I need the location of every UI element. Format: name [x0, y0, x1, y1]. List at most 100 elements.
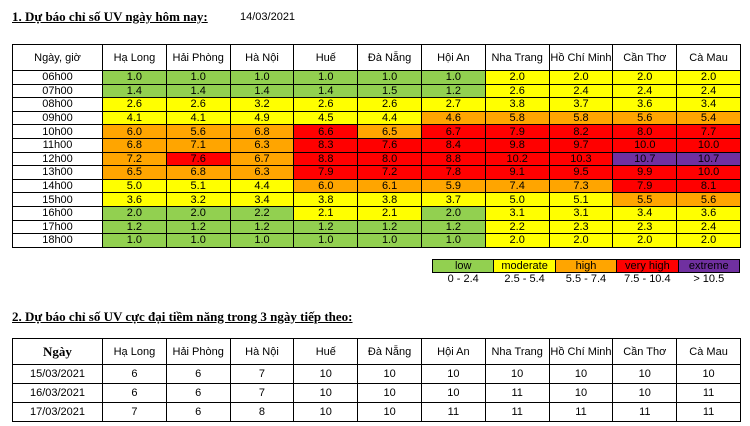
- row: 09h00 4.1 4.1 4.9 4.5 4.4 4.6 5.8 5.8 5.6 5.4: [12, 110, 741, 126]
- row-label: 13h00: [12, 165, 103, 180]
- value-cell: 2.0: [484, 70, 550, 85]
- value-cell: 2.3: [612, 219, 678, 235]
- value-cell: 2.0: [612, 70, 678, 85]
- value-cell: 1.4: [102, 83, 167, 99]
- value-cell: 2.6: [357, 97, 422, 112]
- value-cell: 1.0: [165, 233, 231, 248]
- value-cell: 5.8: [548, 110, 614, 126]
- legend-swatch: extreme: [677, 259, 741, 273]
- value-cell: 1.0: [357, 233, 422, 248]
- header-cell: Nha Trang: [484, 338, 550, 365]
- header-cell: Ngày, giờ: [12, 44, 103, 71]
- value-cell: 1.2: [420, 83, 486, 99]
- value-cell: 5.1: [548, 192, 614, 207]
- legend-swatch: very high: [616, 259, 679, 273]
- value-cell: 6: [165, 402, 231, 422]
- legend-swatch: moderate: [493, 259, 556, 273]
- value-cell: 11: [484, 383, 550, 403]
- value-cell: 1.0: [229, 70, 295, 85]
- value-cell: 7.1: [165, 137, 231, 153]
- value-cell: 5.1: [165, 178, 231, 194]
- value-cell: 5.6: [165, 124, 231, 139]
- value-cell: 2.2: [484, 219, 550, 235]
- value-cell: 2.4: [548, 83, 614, 99]
- value-cell: 1.5: [357, 83, 422, 99]
- row-label: 17h00: [12, 219, 103, 235]
- value-cell: 10.7: [676, 151, 741, 167]
- value-cell: 3.1: [484, 205, 550, 221]
- value-cell: 9.9: [612, 165, 678, 180]
- value-cell: 8: [229, 402, 295, 422]
- value-cell: 6: [102, 383, 167, 403]
- value-cell: 3.8: [357, 192, 422, 207]
- value-cell: 10: [420, 364, 486, 384]
- value-cell: 2.0: [484, 233, 550, 248]
- row-label: 10h00: [12, 124, 103, 139]
- legend-range: 7.5 - 10.4: [624, 273, 671, 285]
- value-cell: 3.2: [165, 192, 231, 207]
- row-label: 18h00: [12, 233, 103, 248]
- value-cell: 7.2: [357, 165, 422, 180]
- value-cell: 11: [676, 402, 741, 422]
- value-cell: 4.1: [165, 110, 231, 126]
- value-cell: 2.0: [612, 233, 678, 248]
- value-cell: 1.0: [420, 70, 486, 85]
- header-cell: Hội An: [420, 44, 486, 71]
- row-label: 15h00: [12, 192, 103, 207]
- value-cell: 7: [229, 383, 295, 403]
- value-cell: 7: [102, 402, 167, 422]
- header-cell: Đà Nẵng: [357, 44, 422, 71]
- value-cell: 9.7: [548, 137, 614, 153]
- value-cell: 2.1: [357, 205, 422, 221]
- value-cell: 7.6: [357, 137, 422, 153]
- row-label: 08h00: [12, 97, 103, 112]
- value-cell: 10: [293, 364, 359, 384]
- header-cell: Cần Thơ: [612, 44, 678, 71]
- value-cell: 5.9: [420, 178, 486, 194]
- value-cell: 6.5: [357, 124, 422, 139]
- value-cell: 10: [612, 383, 678, 403]
- value-cell: 7.6: [165, 151, 231, 167]
- value-cell: 9.1: [484, 165, 550, 180]
- value-cell: 10.0: [612, 137, 678, 153]
- value-cell: 5.5: [612, 192, 678, 207]
- row-label: 07h00: [12, 83, 103, 99]
- value-cell: 3.6: [102, 192, 167, 207]
- value-cell: 5.0: [102, 178, 167, 194]
- value-cell: 10: [548, 364, 614, 384]
- header-cell: Cần Thơ: [612, 338, 678, 365]
- value-cell: 10: [548, 383, 614, 403]
- header-cell: Hồ Chí Minh: [548, 44, 614, 71]
- value-cell: 5.6: [612, 110, 678, 126]
- value-cell: 3.4: [612, 205, 678, 221]
- value-cell: 2.1: [293, 205, 359, 221]
- value-cell: 7.2: [102, 151, 167, 167]
- value-cell: 1.0: [102, 233, 167, 248]
- value-cell: 6.0: [293, 178, 359, 194]
- value-cell: 2.2: [229, 205, 295, 221]
- value-cell: 2.6: [293, 97, 359, 112]
- value-cell: 2.0: [676, 233, 741, 248]
- value-cell: 1.0: [102, 70, 167, 85]
- value-cell: 10.3: [548, 151, 614, 167]
- value-cell: 3.8: [293, 192, 359, 207]
- row-label: 12h00: [12, 151, 103, 167]
- value-cell: 1.2: [165, 219, 231, 235]
- value-cell: 1.4: [229, 83, 295, 99]
- value-cell: 10: [357, 364, 422, 384]
- value-cell: 1.4: [165, 83, 231, 99]
- value-cell: 6.8: [102, 137, 167, 153]
- row-label: 14h00: [12, 178, 103, 194]
- legend-range: 2.5 - 5.4: [504, 273, 545, 285]
- row: 10h00 6.0 5.6 6.8 6.6 6.5 6.7 7.9 8.2 8.0 7.7: [12, 124, 741, 139]
- value-cell: 1.2: [357, 219, 422, 235]
- value-cell: 11: [420, 402, 486, 422]
- header-cell: Hạ Long: [102, 44, 167, 71]
- value-cell: 1.0: [293, 233, 359, 248]
- value-cell: 8.0: [357, 151, 422, 167]
- value-cell: 3.7: [548, 97, 614, 112]
- value-cell: 2.6: [102, 97, 167, 112]
- date: 14/03/2021: [240, 11, 296, 23]
- value-cell: 2.7: [420, 97, 486, 112]
- value-cell: 8.8: [293, 151, 359, 167]
